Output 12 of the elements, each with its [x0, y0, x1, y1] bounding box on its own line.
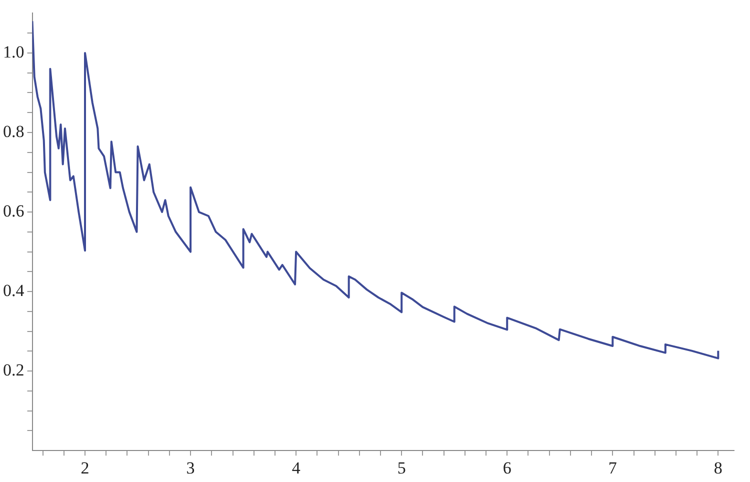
- y-tick-label: 0.2: [3, 360, 24, 380]
- x-tick-label: 4: [292, 458, 301, 478]
- x-tick-label: 5: [397, 458, 406, 478]
- y-tick-label: 1.0: [3, 42, 24, 62]
- y-tick-label: 0.4: [3, 281, 25, 300]
- y-tick-label: 0.8: [3, 122, 24, 141]
- x-tick-label: 8: [714, 458, 722, 478]
- x-tick-label: 6: [502, 458, 512, 478]
- x-tick-label: 2: [80, 458, 90, 478]
- x-tick-label: 3: [186, 458, 195, 478]
- x-tick-label: 7: [608, 458, 618, 478]
- y-tick-label: 0.6: [3, 201, 24, 220]
